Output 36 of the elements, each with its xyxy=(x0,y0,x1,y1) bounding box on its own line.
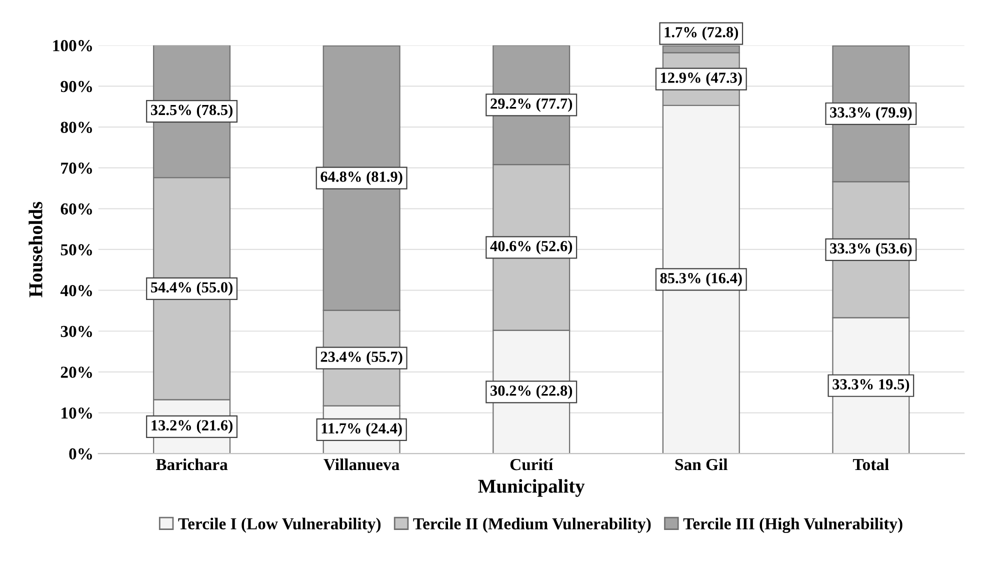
data-label: 12.9% (47.3) xyxy=(661,72,742,86)
x-axis-title: Municipality xyxy=(478,479,585,497)
y-tick-label: 80% xyxy=(60,122,92,134)
data-label: 1.7% (72.8) xyxy=(664,26,738,40)
y-tick-label: 70% xyxy=(61,162,92,174)
y-tick-label: 60% xyxy=(60,203,92,215)
y-tick-label: 0% xyxy=(69,448,92,460)
data-label: 64.8% (81.9) xyxy=(320,171,402,185)
data-label: 40.6% (52.6) xyxy=(490,240,572,254)
y-tick-label: 10% xyxy=(62,407,92,419)
data-label: 33.3% 19.5) xyxy=(832,378,910,393)
x-tick-label: Curití xyxy=(510,458,554,470)
data-label: 23.4% (55.7) xyxy=(320,351,402,365)
data-label: 30.2% (22.8) xyxy=(490,385,572,399)
x-tick-label: Barichara xyxy=(156,458,228,470)
x-tick-label: San Gil xyxy=(675,458,728,470)
legend-label: Tercile II (Medium Vulnerability) xyxy=(413,518,651,533)
y-tick-label: 100% xyxy=(53,40,92,52)
data-label: 11.7% (24.4) xyxy=(322,422,402,437)
legend-label: Tercile III (High Vulnerability) xyxy=(683,518,902,533)
y-tick-label: 30% xyxy=(60,326,92,338)
data-label: 29.2% (77.7) xyxy=(490,98,572,112)
y-tick-label: 90% xyxy=(60,80,92,92)
data-label: 13.2% (21.6) xyxy=(152,420,232,434)
y-tick-label: 50% xyxy=(60,244,92,256)
y-axis-title: Households xyxy=(28,202,42,298)
y-tick-label: 40% xyxy=(60,285,92,296)
data-label: 33.3% (53.6) xyxy=(830,242,912,257)
data-label: 32.5% (78.5) xyxy=(150,104,232,118)
data-label: 54.4% (55.0) xyxy=(151,282,232,296)
x-tick-label: Villanueva xyxy=(324,458,400,470)
data-label: 33.3% (79.9) xyxy=(830,106,912,121)
x-tick-label: Total xyxy=(852,458,889,470)
legend-label: Tercile I (Low Vulnerability) xyxy=(178,518,381,533)
data-label: 85.3% (16.4) xyxy=(660,272,742,286)
y-tick-label: 20% xyxy=(60,366,92,378)
